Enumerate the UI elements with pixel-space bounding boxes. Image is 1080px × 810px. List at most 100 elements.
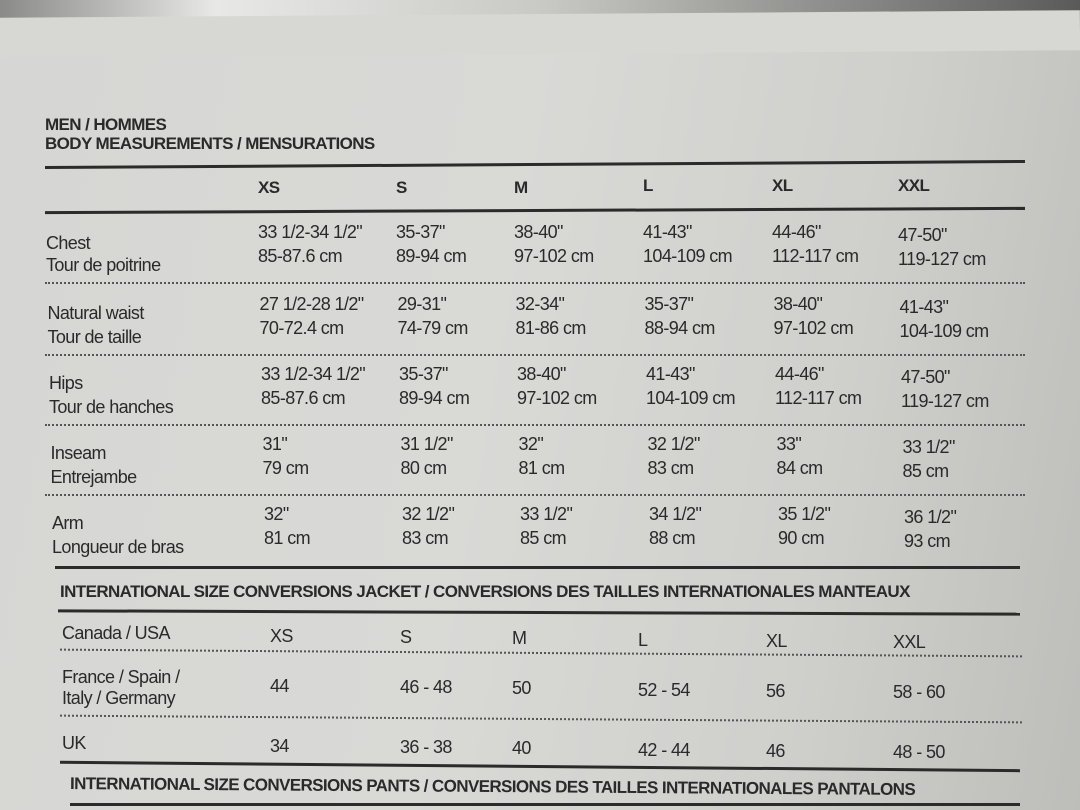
jacket-cell: S xyxy=(400,627,412,648)
jacket-cell: XXL xyxy=(893,632,926,652)
section-title: MEN / HOMMES xyxy=(45,115,167,134)
jacket-cell: 46 - 48 xyxy=(400,677,452,698)
jacket-row-label: France / Spain / xyxy=(62,667,180,687)
cell-inches: 33 1/2-34 1/2" xyxy=(258,222,363,242)
jacket-cell: L xyxy=(638,629,648,650)
cell-inches: 32" xyxy=(264,504,289,524)
cell-cm: 74-79 cm xyxy=(397,318,469,338)
size-header-s: S xyxy=(396,178,407,197)
jacket-cell: 44 xyxy=(270,676,289,696)
jacket-cell: 52 - 54 xyxy=(638,679,690,700)
jacket-cell: M xyxy=(512,628,527,649)
cell-cm: 119-127 cm xyxy=(898,249,986,269)
cell-inches: 35-37" xyxy=(644,294,694,314)
jacket-cell: 58 - 60 xyxy=(893,682,945,702)
cell-cm: 97-102 cm xyxy=(514,246,594,266)
cell-cm: 81 cm xyxy=(518,458,566,478)
cell-inches: 36 1/2" xyxy=(904,507,957,527)
jacket-cell: 46 xyxy=(766,740,785,761)
cell-inches: 41-43" xyxy=(643,222,692,242)
cell-cm: 70-72.4 cm xyxy=(259,318,345,338)
cell-cm: 88 cm xyxy=(649,528,696,548)
cell-cm: 79 cm xyxy=(262,458,310,478)
cell-inches: 38-40" xyxy=(514,222,563,242)
cell-cm: 97-102 cm xyxy=(517,388,597,408)
cell-cm: 104-109 cm xyxy=(646,388,736,408)
jacket-cell: 40 xyxy=(512,738,531,759)
jacket-heading: INTERNATIONAL SIZE CONVERSIONS JACKET / … xyxy=(60,582,910,601)
cell-inches: 31" xyxy=(262,434,288,454)
jacket-cell: 42 - 44 xyxy=(638,739,690,760)
cell-cm: 104-109 cm xyxy=(899,321,990,341)
cell-cm: 85-87.6 cm xyxy=(258,246,343,266)
section-subtitle: BODY MEASUREMENTS / MENSURATIONS xyxy=(45,134,375,153)
cell-cm: 97-102 cm xyxy=(773,318,854,338)
cell-inches: 44-46" xyxy=(772,222,821,242)
rule xyxy=(60,760,1020,773)
cell-cm: 119-127 cm xyxy=(901,391,989,411)
rule xyxy=(70,803,1020,806)
jacket-cell: 56 xyxy=(766,680,785,701)
cell-cm: 89-94 cm xyxy=(396,246,467,266)
cell-cm: 80 cm xyxy=(400,458,448,478)
jacket-row-label: Canada / USA xyxy=(62,623,170,643)
cell-inches: 47-50" xyxy=(901,367,950,387)
cell-cm: 83 cm xyxy=(402,528,449,548)
cell-inches: 38-40" xyxy=(773,294,823,314)
cell-inches: 35 1/2" xyxy=(778,504,831,524)
cell-cm: 88-94 cm xyxy=(644,318,716,338)
cell-inches: 41-43" xyxy=(899,297,949,317)
cell-inches: 44-46" xyxy=(775,364,824,384)
jacket-cell: 36 - 38 xyxy=(400,737,452,758)
row-label-en: Arm xyxy=(52,513,84,533)
cell-inches: 32 1/2" xyxy=(402,504,455,524)
rule xyxy=(57,609,1021,616)
cell-cm: 89-94 cm xyxy=(399,388,470,408)
dotted-divider xyxy=(45,494,1025,496)
jacket-row-label-2: Italy / Germany xyxy=(62,688,176,708)
dotted-divider xyxy=(45,354,1025,356)
jacket-cell: 48 - 50 xyxy=(893,742,945,762)
cell-inches: 35-37" xyxy=(399,364,448,384)
cell-cm: 81-86 cm xyxy=(515,318,587,338)
row-label-fr: Longueur de bras xyxy=(52,537,184,557)
dotted-divider xyxy=(60,714,1022,724)
cell-inches: 34 1/2" xyxy=(649,504,702,524)
rule xyxy=(44,160,1025,169)
cell-cm: 90 cm xyxy=(778,528,825,548)
size-header-m: M xyxy=(514,178,528,197)
cell-cm: 85 cm xyxy=(520,528,567,548)
cell-cm: 85-87.6 cm xyxy=(261,388,346,408)
cell-inches: 32 1/2" xyxy=(647,434,701,454)
cell-cm: 112-117 cm xyxy=(775,388,862,408)
row-label-fr: Entrejambe xyxy=(50,467,138,487)
cell-inches: 27 1/2-28 1/2" xyxy=(259,294,365,314)
cell-cm: 93 cm xyxy=(904,531,951,551)
row-label-fr: Tour de hanches xyxy=(49,397,174,417)
rule xyxy=(44,206,1026,215)
jacket-cell: XS xyxy=(270,626,293,646)
cell-cm: 112-117 cm xyxy=(772,246,859,266)
jacket-cell: 50 xyxy=(512,678,531,699)
cell-inches: 41-43" xyxy=(646,364,695,384)
row-label-en: Natural waist xyxy=(47,303,145,323)
cell-cm: 85 cm xyxy=(902,461,950,481)
size-header-xs: XS xyxy=(258,178,280,197)
cell-cm: 84 cm xyxy=(776,458,824,478)
cell-inches: 33 1/2" xyxy=(902,437,956,457)
jacket-cell: 34 xyxy=(270,736,289,756)
cell-inches: 32" xyxy=(518,434,544,454)
size-header-xl: XL xyxy=(772,176,793,195)
cell-inches: 31 1/2" xyxy=(400,434,454,454)
cell-inches: 47-50" xyxy=(898,225,947,245)
cell-inches: 33 1/2-34 1/2" xyxy=(261,364,366,384)
pants-heading: INTERNATIONAL SIZE CONVERSIONS PANTS / C… xyxy=(69,774,916,799)
cell-cm: 83 cm xyxy=(647,458,695,478)
row-label-fr: Tour de taille xyxy=(47,327,142,347)
size-header-xxl: XXL xyxy=(898,176,930,195)
cell-inches: 32-34" xyxy=(515,294,565,314)
jacket-row-label: UK xyxy=(62,733,86,753)
cell-inches: 33" xyxy=(776,434,802,454)
row-label-en: Hips xyxy=(49,373,83,393)
cell-inches: 29-31" xyxy=(397,294,447,314)
